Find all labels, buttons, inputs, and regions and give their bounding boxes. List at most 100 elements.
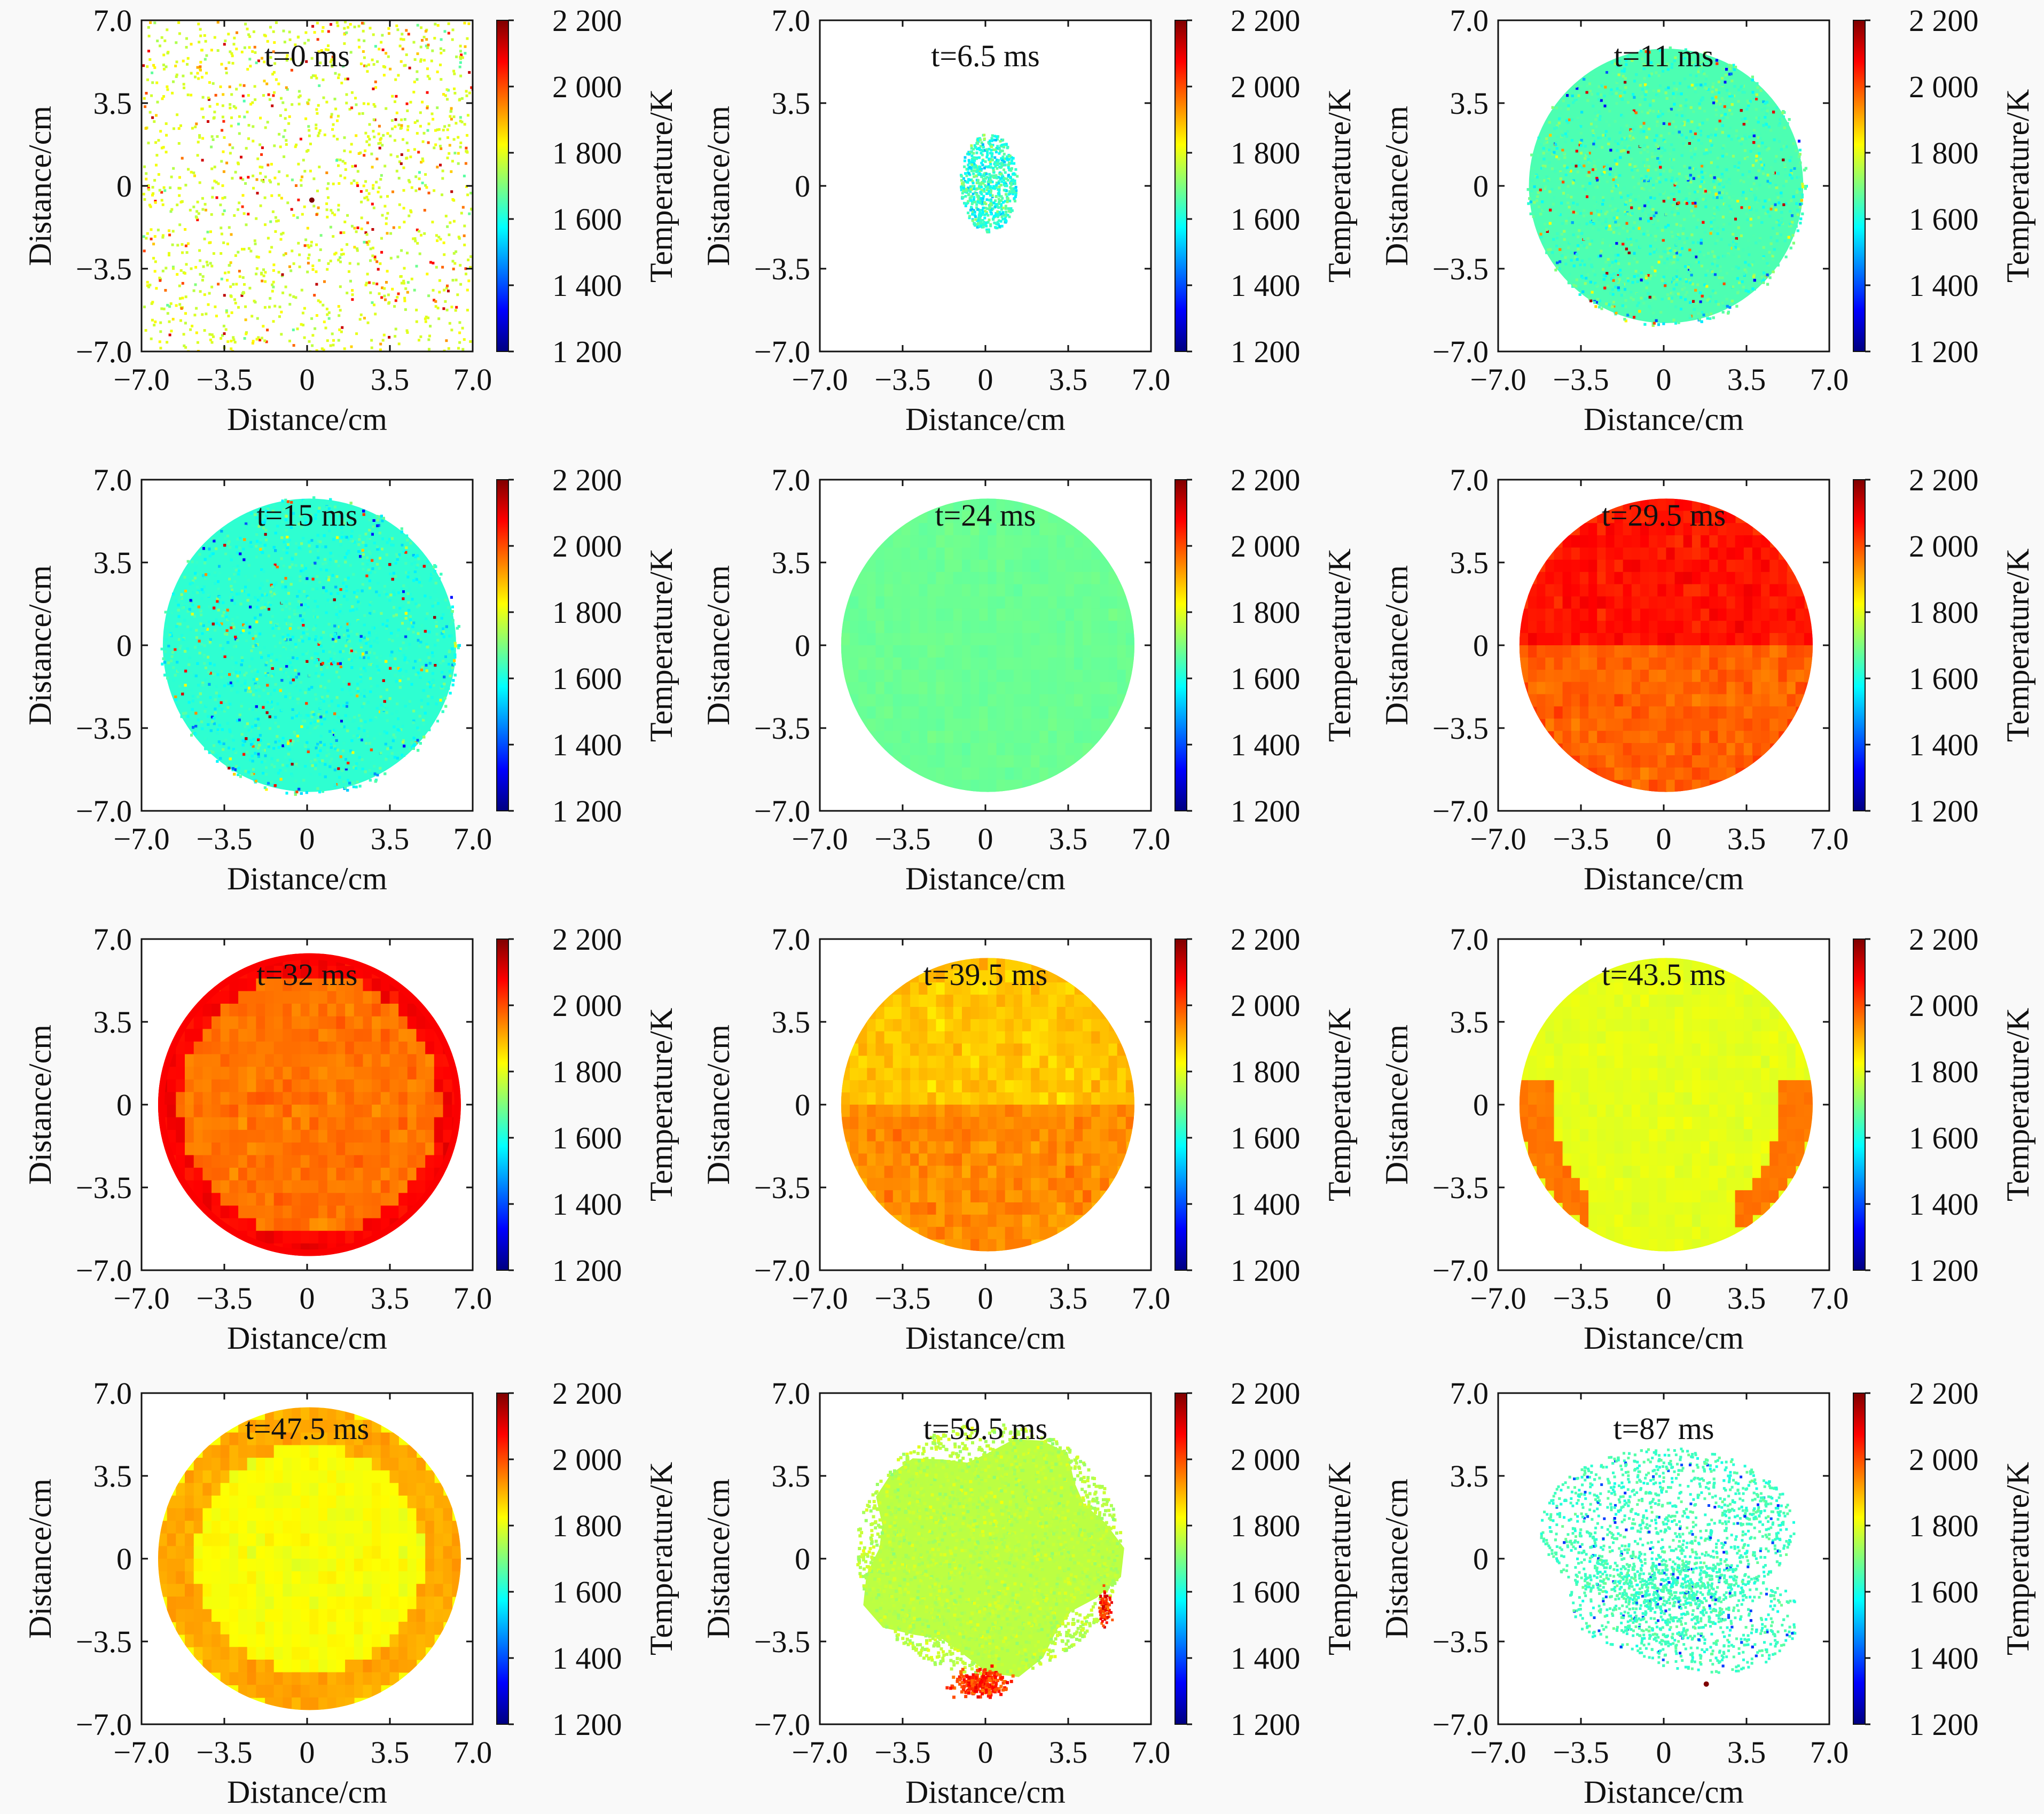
speckle bbox=[254, 301, 257, 304]
speckle bbox=[317, 206, 320, 209]
speckle bbox=[289, 58, 293, 61]
speckle bbox=[1003, 153, 1006, 155]
speckle bbox=[429, 261, 432, 264]
plot-area bbox=[142, 20, 473, 351]
speckle bbox=[340, 253, 343, 256]
speckle bbox=[453, 91, 457, 95]
speckle bbox=[977, 222, 980, 225]
speckle bbox=[433, 299, 436, 302]
speckle bbox=[371, 246, 374, 249]
speckle bbox=[311, 268, 315, 271]
speckle bbox=[1010, 183, 1013, 186]
speckle bbox=[981, 219, 984, 222]
speckle bbox=[170, 175, 173, 178]
speckle bbox=[331, 65, 334, 68]
speckle bbox=[975, 203, 978, 206]
speckle bbox=[976, 208, 980, 211]
speckle bbox=[359, 62, 363, 65]
speckle bbox=[223, 196, 226, 199]
speckle bbox=[212, 335, 215, 338]
speckle bbox=[159, 321, 162, 324]
speckle bbox=[237, 122, 240, 126]
speckle bbox=[389, 232, 393, 235]
speckle bbox=[267, 93, 270, 96]
speckle bbox=[222, 120, 225, 123]
speckle bbox=[1000, 203, 1003, 206]
speckle bbox=[989, 174, 992, 177]
speckle bbox=[983, 134, 986, 137]
speckle bbox=[996, 176, 999, 179]
speckle bbox=[992, 216, 996, 219]
speckle bbox=[297, 162, 300, 166]
speckle bbox=[200, 107, 203, 111]
speckle bbox=[1006, 200, 1009, 204]
speckle bbox=[457, 162, 460, 165]
speckle bbox=[230, 295, 233, 298]
speckle bbox=[255, 338, 259, 341]
speckle bbox=[358, 45, 361, 49]
speckle bbox=[1007, 193, 1011, 196]
speckle bbox=[1000, 174, 1004, 177]
speckle bbox=[307, 102, 310, 105]
speckle bbox=[319, 300, 322, 303]
speckle bbox=[387, 55, 390, 58]
speckle bbox=[988, 190, 991, 193]
speckle bbox=[285, 143, 288, 146]
speckle bbox=[1000, 161, 1004, 165]
speckle bbox=[973, 158, 976, 161]
speckle bbox=[168, 229, 170, 232]
speckle bbox=[166, 51, 169, 54]
speckle bbox=[251, 342, 254, 345]
speckle bbox=[388, 335, 391, 339]
speckle bbox=[975, 151, 978, 154]
speckle bbox=[366, 272, 369, 276]
speckle bbox=[371, 228, 374, 231]
speckle bbox=[356, 170, 359, 173]
speckle bbox=[389, 67, 392, 71]
speckle bbox=[967, 186, 970, 190]
speckle bbox=[439, 163, 442, 167]
speckle bbox=[165, 267, 168, 270]
speckle bbox=[437, 128, 441, 131]
speckle bbox=[960, 179, 963, 182]
speckle bbox=[205, 208, 207, 212]
speckle bbox=[465, 90, 468, 93]
speckle bbox=[168, 233, 171, 237]
speckle bbox=[969, 185, 972, 188]
speckle bbox=[241, 194, 245, 197]
speckle bbox=[980, 190, 982, 193]
x-axis-label: Distance/cm bbox=[227, 402, 387, 437]
speckle bbox=[985, 198, 989, 201]
speckle bbox=[963, 159, 966, 162]
speckle bbox=[977, 216, 980, 220]
speckle bbox=[323, 320, 326, 324]
speckle bbox=[310, 317, 314, 320]
speckle bbox=[176, 204, 179, 207]
speckle bbox=[989, 162, 992, 166]
panel-1: −7.0 −3.5 0 3.5 7.07.03.50−3.5−7.0Distance/c… bbox=[22, 3, 679, 437]
speckle bbox=[288, 303, 292, 306]
speckle bbox=[978, 169, 981, 173]
speckle bbox=[1014, 187, 1017, 190]
speckle bbox=[355, 230, 358, 233]
speckle bbox=[281, 291, 285, 294]
speckle bbox=[988, 173, 991, 176]
speckle bbox=[426, 106, 429, 110]
speckle bbox=[445, 308, 449, 311]
speckle bbox=[986, 186, 989, 190]
speckle bbox=[469, 192, 473, 194]
speckle bbox=[994, 165, 997, 168]
speckle bbox=[985, 212, 988, 215]
speckle bbox=[197, 77, 200, 80]
speckle bbox=[416, 70, 419, 73]
speckle bbox=[308, 134, 311, 137]
speckle bbox=[198, 181, 201, 184]
speckle bbox=[143, 306, 146, 309]
speckle bbox=[443, 288, 446, 292]
speckle bbox=[365, 233, 369, 236]
speckle bbox=[339, 256, 342, 259]
speckle bbox=[969, 190, 972, 193]
speckle bbox=[438, 279, 441, 282]
speckle bbox=[982, 206, 985, 209]
speckle bbox=[196, 72, 199, 75]
